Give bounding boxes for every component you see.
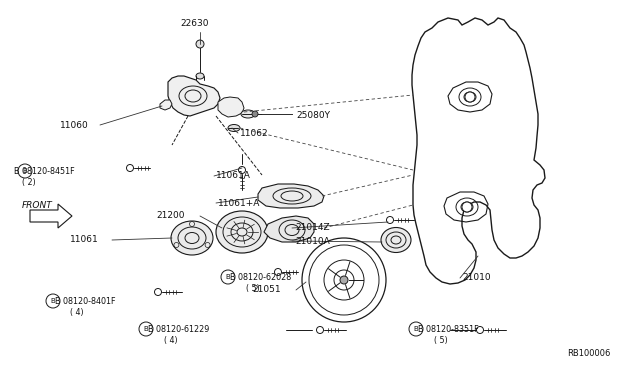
Circle shape bbox=[18, 164, 32, 178]
Circle shape bbox=[46, 294, 60, 308]
Polygon shape bbox=[160, 100, 172, 110]
Text: ( 4): ( 4) bbox=[70, 308, 84, 317]
Circle shape bbox=[154, 289, 161, 295]
Text: B: B bbox=[51, 298, 56, 304]
Text: FRONT: FRONT bbox=[22, 201, 52, 209]
Circle shape bbox=[317, 327, 323, 334]
Polygon shape bbox=[168, 76, 220, 116]
Text: 21010A: 21010A bbox=[295, 237, 330, 246]
Text: 21200: 21200 bbox=[156, 212, 184, 221]
Text: ( 2): ( 2) bbox=[22, 179, 36, 187]
Polygon shape bbox=[258, 184, 324, 208]
Circle shape bbox=[462, 202, 472, 212]
Text: B 08120-8451F: B 08120-8451F bbox=[14, 167, 75, 176]
Text: 21014Z: 21014Z bbox=[295, 224, 330, 232]
Text: B: B bbox=[413, 326, 419, 332]
Text: B 08120-62028: B 08120-62028 bbox=[230, 273, 291, 282]
Text: 22630: 22630 bbox=[180, 19, 209, 28]
Circle shape bbox=[127, 164, 134, 171]
Circle shape bbox=[409, 322, 423, 336]
Circle shape bbox=[340, 276, 348, 284]
Text: 11061+A: 11061+A bbox=[218, 199, 260, 208]
Circle shape bbox=[221, 270, 235, 284]
Polygon shape bbox=[30, 204, 72, 228]
Text: B 08120-8351F: B 08120-8351F bbox=[418, 326, 479, 334]
Text: 11062: 11062 bbox=[240, 128, 269, 138]
Text: B: B bbox=[22, 168, 28, 174]
Ellipse shape bbox=[171, 221, 213, 255]
Ellipse shape bbox=[381, 228, 411, 253]
Polygon shape bbox=[264, 216, 314, 242]
Text: 11061: 11061 bbox=[70, 235, 99, 244]
Circle shape bbox=[477, 327, 483, 334]
Text: 21010: 21010 bbox=[462, 273, 491, 282]
Ellipse shape bbox=[228, 125, 240, 131]
Text: 25080Y: 25080Y bbox=[296, 110, 330, 119]
Circle shape bbox=[239, 167, 246, 173]
Text: RB100006: RB100006 bbox=[566, 349, 610, 358]
Text: B 08120-61229: B 08120-61229 bbox=[148, 326, 209, 334]
Circle shape bbox=[387, 217, 394, 224]
Ellipse shape bbox=[241, 110, 255, 118]
Circle shape bbox=[465, 92, 475, 102]
Text: 11061A: 11061A bbox=[216, 171, 251, 180]
Text: B: B bbox=[226, 274, 230, 280]
Text: 11060: 11060 bbox=[60, 121, 89, 129]
Ellipse shape bbox=[196, 73, 204, 79]
Circle shape bbox=[275, 269, 282, 276]
Text: ( 5): ( 5) bbox=[434, 337, 448, 346]
Circle shape bbox=[139, 322, 153, 336]
Text: ( 5): ( 5) bbox=[246, 285, 260, 294]
Text: 21051: 21051 bbox=[252, 285, 280, 295]
Polygon shape bbox=[218, 97, 244, 117]
Ellipse shape bbox=[216, 211, 268, 253]
Text: ( 4): ( 4) bbox=[164, 337, 178, 346]
Text: B 08120-8401F: B 08120-8401F bbox=[55, 298, 115, 307]
Text: B: B bbox=[143, 326, 148, 332]
Circle shape bbox=[196, 40, 204, 48]
Circle shape bbox=[252, 111, 258, 117]
